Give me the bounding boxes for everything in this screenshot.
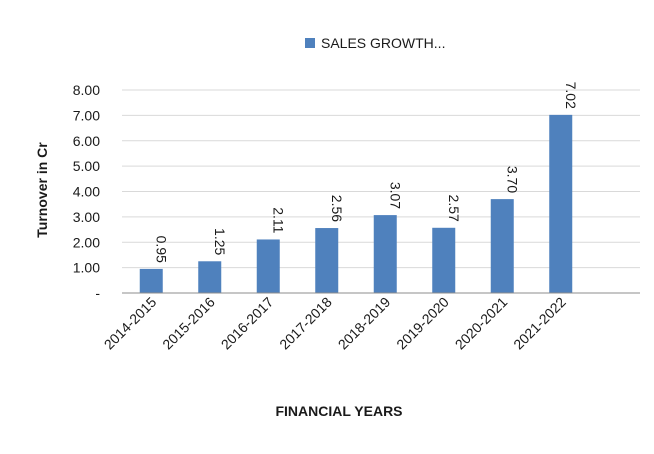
bar (432, 227, 456, 293)
y-tick-label: 6.00 (73, 133, 100, 149)
data-label: 7.02 (563, 82, 579, 109)
y-tick-label: 4.00 (73, 184, 100, 200)
data-label: 0.95 (153, 236, 169, 263)
bar (549, 114, 573, 294)
data-label: 1.25 (212, 228, 228, 255)
data-label: 2.56 (329, 195, 345, 222)
y-tick-label: 8.00 (73, 82, 100, 98)
data-label: 2.11 (270, 207, 286, 233)
data-label: 3.70 (504, 166, 520, 193)
y-tick-label: 1.00 (73, 260, 100, 276)
y-tick-label: 5.00 (73, 158, 100, 174)
legend-label: SALES GROWTH... (321, 35, 445, 51)
bar (139, 268, 163, 293)
x-tick-label: 2014-2015 (101, 294, 160, 353)
bar (315, 228, 339, 293)
bar (198, 261, 222, 293)
x-axis-title: FINANCIAL YEARS (275, 403, 402, 419)
bars (139, 114, 573, 294)
data-label: 2.57 (446, 195, 462, 222)
bar (373, 215, 397, 293)
data-labels: 0.95 1.25 2.11 2.56 3.07 2.57 3.70 7.02 (153, 82, 579, 263)
x-tick-label: 2021-2022 (510, 294, 569, 353)
bar (490, 199, 514, 293)
y-axis-title: Turnover in Cr (34, 142, 50, 238)
y-axis-ticks: - 1.00 2.00 3.00 4.00 5.00 6.00 7.00 8.00 (73, 82, 101, 301)
x-tick-label: 2017-2018 (276, 294, 335, 353)
y-tick-label: 2.00 (73, 234, 100, 250)
data-label: 3.07 (387, 182, 403, 209)
y-tick-label: - (95, 285, 100, 301)
x-tick-label: 2018-2019 (335, 294, 394, 353)
legend: SALES GROWTH... (305, 35, 445, 51)
legend-swatch (305, 38, 315, 48)
bar (256, 239, 280, 293)
x-tick-label: 2015-2016 (159, 294, 218, 353)
x-tick-label: 2019-2020 (393, 294, 452, 353)
x-tick-label: 2020-2021 (452, 294, 511, 353)
y-tick-label: 7.00 (73, 107, 100, 123)
y-tick-label: 3.00 (73, 209, 100, 225)
x-axis-ticks: 2014-2015 2015-2016 2016-2017 2017-2018 2018… (101, 294, 569, 353)
x-tick-label: 2016-2017 (218, 294, 277, 353)
